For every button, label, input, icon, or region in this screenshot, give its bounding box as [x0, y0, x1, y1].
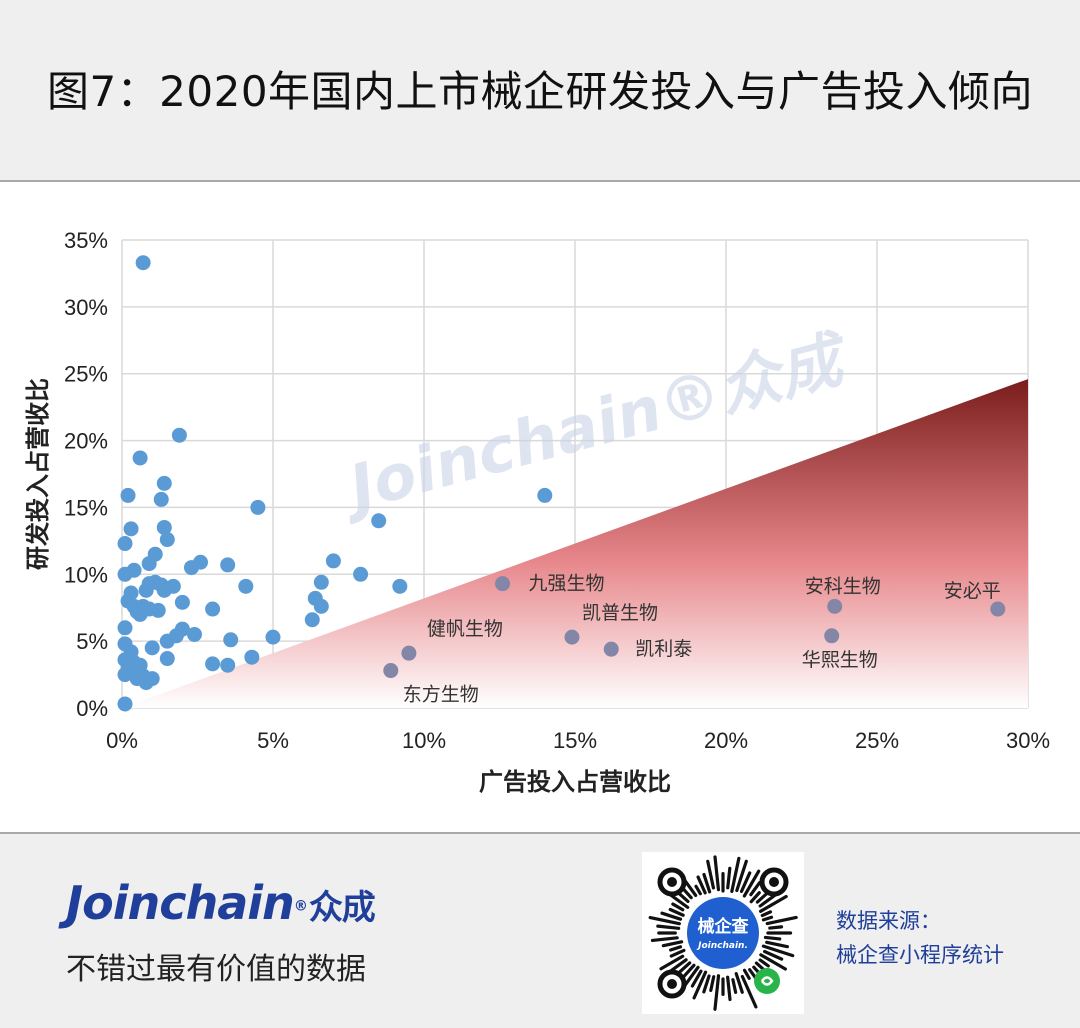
data-label: 健帆生物 [427, 618, 503, 640]
x-tick-label: 15% [553, 728, 597, 753]
data-point [392, 578, 408, 594]
qr-pattern [648, 855, 798, 1011]
data-label: 安必平 [944, 580, 1001, 602]
data-label: 东方生物 [403, 684, 479, 706]
data-point [537, 487, 553, 503]
x-axis-title: 广告投入占营收比 [479, 768, 671, 796]
advertising-dominant-region [122, 379, 1028, 708]
scatter-chart: Joinchain®众成0% 5% 10% 15% 20% 25% 30%0%5%10%15… [24, 228, 1050, 796]
qr-center-label-cn: 械企查 [698, 916, 750, 937]
data-label: 华熙生物 [802, 649, 878, 671]
data-point [117, 536, 133, 552]
data-point [265, 629, 281, 645]
data-label: 凯利泰 [635, 638, 692, 660]
data-label: 九强生物 [529, 573, 605, 595]
data-point [313, 598, 329, 614]
y-axis-title: 研发投入占营收比 [24, 378, 52, 570]
footer: Joinchain®众成 不错过最有价值的数据 械企查 Joinchain. 数… [0, 832, 1080, 1028]
labeled-data-point [495, 576, 511, 592]
data-point [132, 450, 148, 466]
x-tick-label: 25% [855, 728, 899, 753]
page-title: 图7：2020年国内上市械企研发投入与广告投入倾向 [46, 67, 1034, 116]
y-tick-label: 25% [64, 362, 108, 387]
data-point [159, 651, 175, 667]
data-point [147, 546, 163, 562]
data-point [156, 475, 172, 491]
data-point [117, 696, 133, 712]
data-point [325, 553, 341, 569]
data-point [250, 499, 266, 515]
data-point [144, 640, 160, 656]
labeled-data-point [824, 628, 840, 644]
labeled-data-point [603, 641, 619, 657]
data-point [156, 519, 172, 535]
data-point [174, 621, 190, 637]
qr-code[interactable]: 械企查 Joinchain. [642, 852, 804, 1014]
data-point [205, 656, 221, 672]
data-point [165, 578, 181, 594]
data-point [135, 668, 151, 684]
labeled-data-point [401, 645, 417, 661]
x-tick-label: 30% [1006, 728, 1050, 753]
data-point [304, 612, 320, 628]
data-point [313, 574, 329, 590]
labeled-data-point [383, 663, 399, 679]
labeled-data-point [827, 598, 843, 614]
data-point [238, 578, 254, 594]
data-point [123, 521, 139, 537]
x-tick-label: 10% [402, 728, 446, 753]
y-tick-label: 5% [76, 629, 108, 654]
source-text: 械企查小程序统计 [836, 943, 1004, 967]
data-label: 凯普生物 [582, 602, 658, 624]
y-tick-label: 15% [64, 495, 108, 520]
data-source: 数据来源： 械企查小程序统计 [836, 904, 1004, 972]
y-tick-label: 10% [64, 562, 108, 587]
data-point [171, 427, 187, 443]
qr-center-label-en: Joinchain. [696, 941, 748, 951]
data-point [135, 255, 151, 271]
data-point [117, 636, 133, 652]
data-point [353, 566, 369, 582]
miniprogram-glyph [760, 976, 774, 986]
qr-center-badge [687, 897, 759, 969]
data-point [220, 557, 236, 573]
data-point [159, 532, 175, 548]
data-point [126, 655, 142, 671]
labeled-data-point [564, 629, 580, 645]
brand-name-en: Joinchain [66, 876, 295, 930]
slogan: 不错过最有价值的数据 [66, 952, 366, 987]
wechat-miniprogram-icon [754, 968, 780, 994]
data-point [193, 554, 209, 570]
data-point [371, 513, 387, 529]
registered-mark: ® [293, 898, 308, 915]
y-tick-label: 30% [64, 295, 108, 320]
data-point [117, 620, 133, 636]
header: 图7：2020年国内上市械企研发投入与广告投入倾向 [0, 0, 1080, 182]
y-tick-label: 20% [64, 429, 108, 454]
x-tick-label: 20% [704, 728, 748, 753]
data-point [223, 632, 239, 648]
y-tick-label: 35% [64, 228, 108, 253]
data-point [150, 602, 166, 618]
brand-name-cn: 众成 [308, 888, 376, 928]
brand-logo: Joinchain®众成 [66, 876, 376, 930]
labeled-data-point [990, 601, 1006, 617]
data-point [205, 601, 221, 617]
x-tick-label: 5% [257, 728, 289, 753]
data-point [120, 487, 136, 503]
data-label: 安科生物 [805, 575, 881, 597]
y-tick-label: 0% [76, 696, 108, 721]
data-point [220, 657, 236, 673]
data-point [244, 649, 260, 665]
x-tick-label: 0% [106, 728, 138, 753]
data-point [186, 626, 202, 642]
data-point [153, 491, 169, 507]
data-point [123, 585, 139, 601]
chart-area: Joinchain®众成 0% 5% 10% 15% 20% 25% 30% 0% 5% 10% 15… [0, 182, 1080, 832]
data-point [174, 594, 190, 610]
source-label: 数据来源： [836, 909, 941, 933]
data-point [117, 566, 133, 582]
